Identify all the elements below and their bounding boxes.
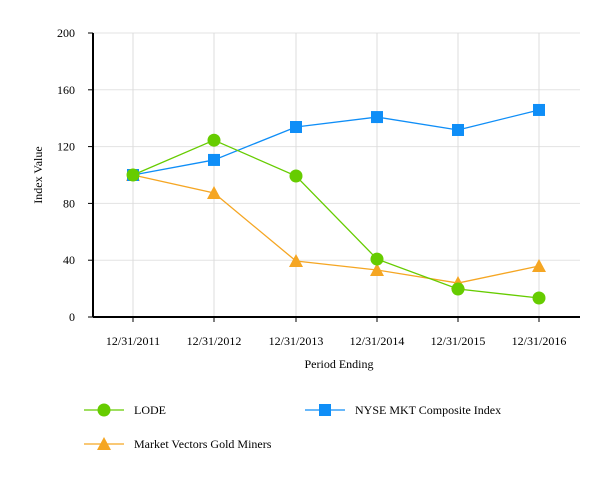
y-tick-label: 0 <box>69 310 75 324</box>
data-point <box>207 186 221 200</box>
data-point <box>289 254 303 268</box>
data-point <box>208 153 220 166</box>
data-point <box>452 123 464 136</box>
x-tick-label: 12/31/2011 <box>106 334 160 348</box>
series-line <box>132 174 540 284</box>
legend-label: LODE <box>134 403 166 417</box>
data-point <box>532 291 546 305</box>
legend-label: NYSE MKT Composite Index <box>355 403 501 417</box>
data-point <box>289 169 303 183</box>
y-tick-label: 200 <box>57 26 75 40</box>
data-point <box>370 252 384 266</box>
legend-item-2: Market Vectors Gold Miners <box>84 437 272 451</box>
data-point <box>533 103 545 116</box>
series-2 <box>126 168 546 290</box>
legend-marker <box>319 404 331 416</box>
legend-label: Market Vectors Gold Miners <box>134 437 272 451</box>
data-point <box>207 133 221 147</box>
grid <box>93 32 580 318</box>
legend-marker <box>97 403 111 417</box>
series-1 <box>127 103 545 181</box>
y-axis-label: Index Value <box>31 146 45 203</box>
x-tick-label: 12/31/2015 <box>431 334 486 348</box>
x-tick-label: 12/31/2014 <box>350 334 405 348</box>
legend: LODE NYSE MKT Composite Index Market Vecto… <box>84 403 501 451</box>
legend-item-0: LODE <box>84 403 166 417</box>
y-tick-label: 160 <box>57 83 75 97</box>
x-axis-label: Period Ending <box>305 357 374 371</box>
series-layer <box>126 103 546 305</box>
data-point <box>370 262 384 276</box>
data-point <box>126 168 140 182</box>
x-tick-label: 12/31/2012 <box>187 334 242 348</box>
data-point <box>371 111 383 124</box>
series-line <box>132 139 540 299</box>
y-tick-label: 40 <box>63 253 75 267</box>
series-0 <box>126 133 546 305</box>
axes: 0 40 80 120 160 200 12/31/2011 12/31/2012 12/31/… <box>57 26 580 348</box>
legend-marker <box>97 437 111 450</box>
data-point <box>451 282 465 296</box>
y-tick-label: 120 <box>57 140 75 154</box>
x-tick-label: 12/31/2013 <box>269 334 324 348</box>
y-tick-label: 80 <box>63 196 75 210</box>
series-line <box>132 109 540 176</box>
x-tick-label: 12/31/2016 <box>512 334 567 348</box>
legend-item-1: NYSE MKT Composite Index <box>305 403 501 417</box>
data-point <box>532 259 546 273</box>
data-point <box>290 121 302 134</box>
